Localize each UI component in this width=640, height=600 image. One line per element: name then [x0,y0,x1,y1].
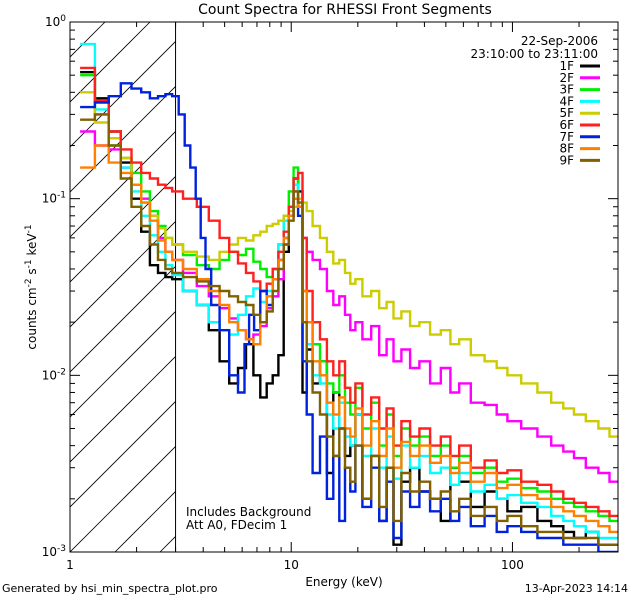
y-tick-label-exp: -2 [57,367,66,377]
x-tick-label: 10 [284,558,299,572]
plot-frame [69,21,619,553]
series-9f [80,113,618,546]
x-tick-label: 100 [501,558,524,572]
series-4f [80,42,618,540]
hatch-line [70,220,176,328]
hatch-line [70,22,151,103]
annotation-attenuator: Att A0, FDecim 1 [186,518,287,532]
y-tick-label: 10-3 [42,544,66,559]
y-axis-label: counts cm-2 s-1 keV-1 [24,224,39,349]
hatch-line [610,22,640,552]
axis-ticks [69,21,619,553]
y-tick-label-base: 10 [42,192,57,206]
hatch-line [70,265,176,373]
legend-label-7f: 7F [559,130,574,144]
hatch-line [70,445,176,552]
y-tick-label-exp: -3 [57,544,66,554]
legend-label-9f: 9F [559,153,574,167]
hatch-line [70,130,176,238]
footer-timestamp: 13-Apr-2023 14:14 [524,582,628,595]
series-8f [80,144,618,534]
legend-label-1f: 1F [559,59,574,73]
series-2f [80,130,618,483]
series-5f [80,91,618,438]
hatch-line [70,85,176,193]
hatch-line [0,22,15,552]
hatch-line [70,400,176,508]
x-axis-label: Energy (keV) [305,575,382,589]
x-tick-label: 1 [66,558,74,572]
annotation-background: Includes Background [186,505,311,519]
time-range-label: 23:10:00 to 23:11:00 [471,47,598,61]
hatch-line [205,22,640,552]
footer-generated-by: Generated by hsi_min_spectra_plot.pro [2,582,218,595]
legend-label-6f: 6F [559,118,574,132]
legend-label-2f: 2F [559,71,574,85]
y-tick-label: 10-1 [42,191,66,206]
x-tick-labels: 1 10 100 [66,558,524,572]
y-tick-label-base: 10 [45,15,60,29]
y-tick-label-exp: -1 [57,191,66,201]
hatch-line [70,175,176,283]
y-tick-label: 10-2 [42,367,66,382]
series-group [80,42,618,552]
legend-label-4f: 4F [559,94,574,108]
series-7f [80,82,618,552]
legend-label-5f: 5F [559,106,574,120]
legend-label-8f: 8F [559,142,574,156]
y-tick-label-exp: 0 [60,14,66,24]
y-tick-label-base: 10 [42,545,57,559]
y-tick-label: 100 [45,14,66,29]
legend-label-3f: 3F [559,83,574,97]
chart-title: Count Spectra for RHESSI Front Segments [198,2,492,18]
date-label: 22-Sep-2006 [521,34,598,48]
series-6f [80,66,618,518]
y-tick-label-base: 10 [42,368,57,382]
hatch-line [70,22,106,58]
